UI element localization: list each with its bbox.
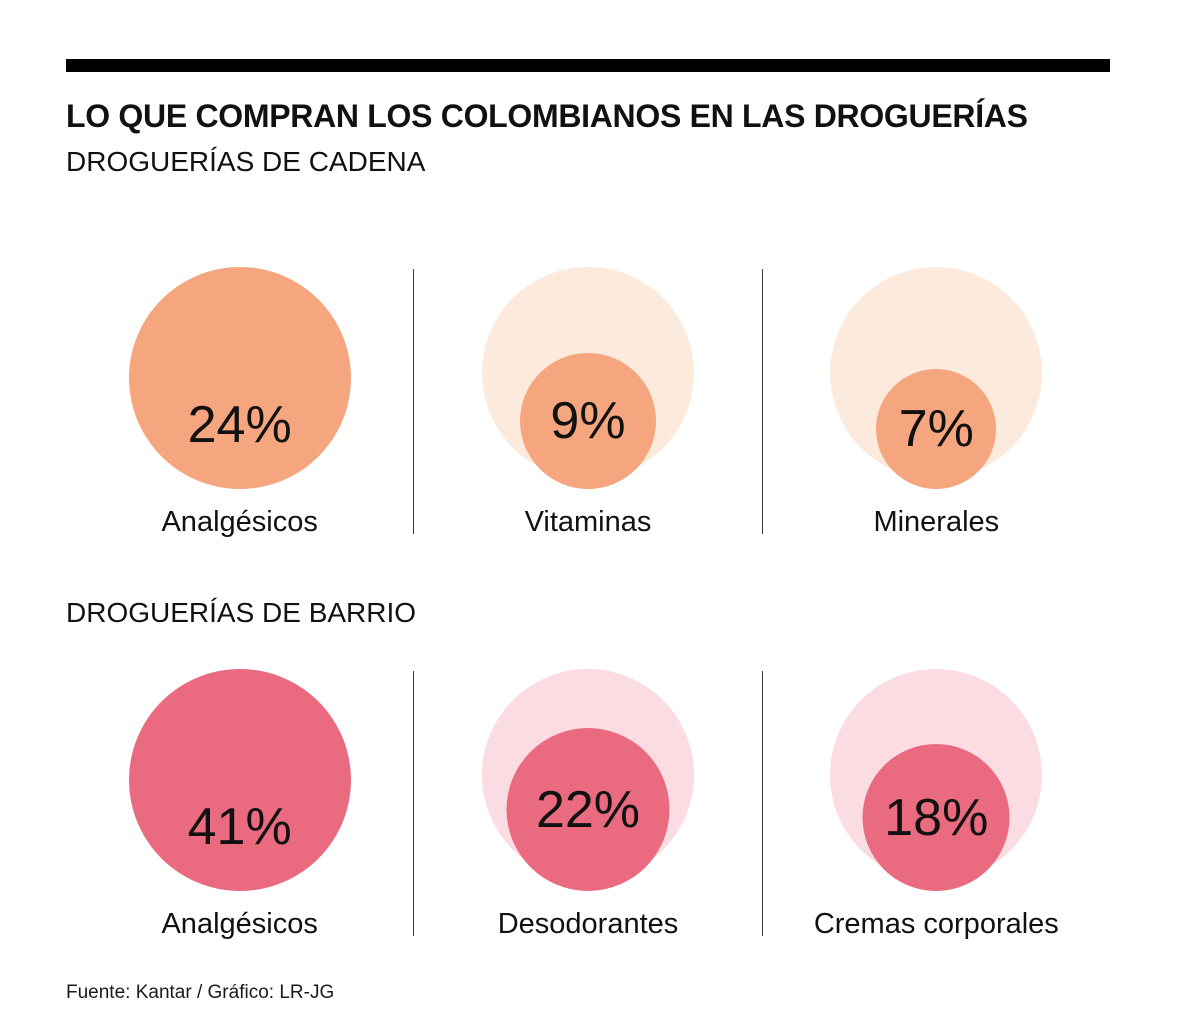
vertical-divider [761,268,763,534]
bubble-circle-cremas-corporales: 18% [862,744,1010,892]
bubble-cell-minerales: 7% Minerales [763,266,1110,540]
bubble-area: 41% [66,669,413,899]
bubble-area: 24% [66,266,413,497]
bubble-halo: 18% [830,669,1043,892]
bubble-value: 22% [535,780,641,839]
bubble-area: 18% [763,669,1110,899]
bubble-label: Desodorantes [497,908,679,941]
bubble-area: 9% [414,266,761,497]
bubble-row-barrio: 41% Analgésicos 22% Desodorantes [66,669,1110,942]
section-title-cadena: DROGUERÍAS DE CADENA [66,146,426,178]
bubble-value: 18% [884,788,989,847]
bubble-label: Analgésicos [161,505,318,538]
bubble-circle-analgesicos-barrio: 41% [128,669,351,892]
bubble-circle-minerales: 7% [876,368,997,489]
bubble-cell-barrio-analgesicos: 41% Analgésicos [66,669,413,942]
bubble-row-cadena: 24% Analgésicos 9% Vitaminas 7% [66,266,1110,540]
bubble-cell-vitaminas: 9% Vitaminas [414,266,761,540]
bubble-halo: 7% [830,266,1043,489]
infographic: LO QUE COMPRAN LOS COLOMBIANOS EN LAS DR… [66,0,1110,1004]
bubble-cell-desodorantes: 22% Desodorantes [414,669,761,942]
bubble-value: 24% [187,395,292,454]
vertical-divider [761,671,763,937]
bubble-cell-cadena-analgesicos: 24% Analgésicos [66,266,413,540]
bubble-area: 22% [414,669,761,899]
bubble-label: Vitaminas [524,505,652,538]
source-credit: Fuente: Kantar / Gráfico: LR-JG [66,982,335,1004]
bubble-area: 7% [763,266,1110,497]
bubble-circle-vitaminas: 9% [519,352,656,489]
bubble-label: Analgésicos [161,908,318,941]
vertical-divider [413,268,415,534]
vertical-divider [413,671,415,937]
top-rule [66,59,1110,72]
section-title-barrio: DROGUERÍAS DE BARRIO [66,596,417,628]
bubble-label: Cremas corporales [813,908,1059,941]
bubble-label: Minerales [873,505,1000,538]
bubble-value: 9% [550,391,626,450]
bubble-circle-analgesicos-cadena: 24% [128,266,351,489]
bubble-halo: 9% [481,266,694,489]
bubble-circle-desodorantes: 22% [506,728,670,892]
bubble-halo: 22% [481,669,694,892]
bubble-value: 7% [898,399,974,458]
bubble-value: 41% [187,797,292,856]
bubble-cell-cremas-corporales: 18% Cremas corporales [763,669,1110,942]
chart-title: LO QUE COMPRAN LOS COLOMBIANOS EN LAS DR… [66,98,1028,134]
